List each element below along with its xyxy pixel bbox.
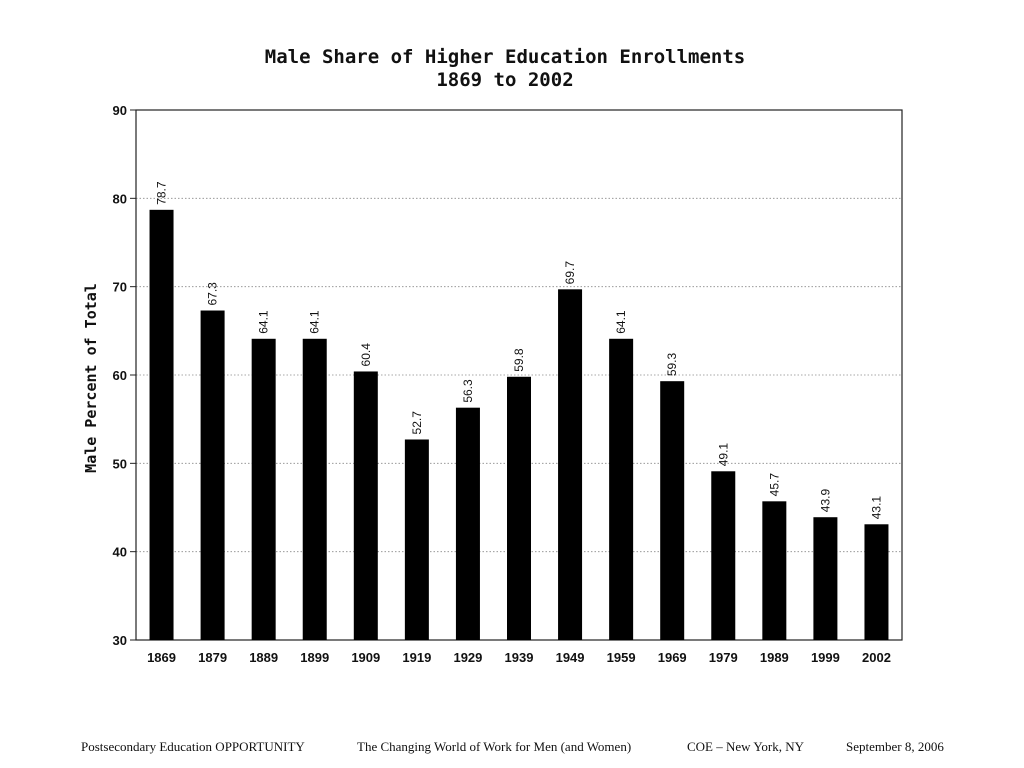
footer-location: COE – New York, NY — [687, 739, 805, 754]
x-tick-label: 1899 — [300, 650, 329, 665]
x-tick-label: 1989 — [760, 650, 789, 665]
x-tick-label: 1999 — [811, 650, 840, 665]
y-tick-label: 60 — [113, 368, 127, 383]
x-tick-label: 1969 — [658, 650, 687, 665]
y-tick-label: 50 — [113, 456, 127, 471]
y-tick-label: 30 — [113, 633, 127, 648]
data-label: 78.7 — [155, 181, 169, 205]
footer-talk-title: The Changing World of Work for Men (and … — [357, 739, 632, 754]
bar-1949 — [558, 289, 583, 640]
data-label: 43.9 — [818, 489, 832, 513]
bars: 78.7 67.3 64.1 64.1 60.4 52.7 56.3 59.8 69.7 64.1… — [149, 181, 889, 641]
data-label: 59.8 — [512, 348, 526, 372]
y-tick-label: 40 — [113, 545, 127, 560]
bar-chart: 30 40 50 60 70 80 90 78.7 67.3 64.1 64.1 60.4 52.7 5… — [82, 103, 903, 665]
y-axis-label: Male Percent of Total — [82, 283, 100, 473]
x-tick-label: 1929 — [453, 650, 482, 665]
y-tick-label: 80 — [113, 191, 127, 206]
x-axis: 1869 1879 1889 1899 1909 1919 1929 1939 1949 1959… — [147, 650, 891, 665]
y-tick-label: 70 — [113, 280, 127, 295]
footer-date: September 8, 2006 — [846, 739, 944, 754]
data-label: 49.1 — [716, 443, 730, 467]
data-label: 69.7 — [563, 261, 577, 285]
bar-1909 — [353, 371, 378, 640]
bar-1939 — [507, 376, 531, 640]
chart-subtitle: 1869 to 2002 — [436, 69, 574, 91]
bar-1969 — [660, 381, 685, 640]
bar-1879 — [200, 310, 225, 640]
data-label: 67.3 — [206, 282, 220, 306]
data-label: 59.3 — [665, 353, 679, 377]
x-tick-label: 1939 — [505, 650, 534, 665]
x-tick-label: 1909 — [351, 650, 380, 665]
x-tick-label: 1959 — [607, 650, 636, 665]
bar-1899 — [302, 338, 327, 640]
data-label: 45.7 — [767, 473, 781, 497]
bar-1979 — [711, 471, 736, 640]
bar-1999 — [813, 517, 838, 640]
x-tick-label: 1879 — [198, 650, 227, 665]
x-tick-label: 1949 — [556, 650, 585, 665]
data-label: 56.3 — [461, 379, 475, 403]
x-tick-label: 2002 — [862, 650, 891, 665]
x-tick-label: 1919 — [402, 650, 431, 665]
bar-1959 — [609, 338, 634, 640]
bar-1889 — [251, 338, 276, 640]
data-label: 64.1 — [308, 310, 322, 334]
bar-1929 — [455, 407, 480, 640]
x-tick-label: 1889 — [249, 650, 278, 665]
footer: Postsecondary Education OPPORTUNITY The … — [0, 739, 1024, 759]
bar-1919 — [404, 439, 429, 640]
chart-title: Male Share of Higher Education Enrollmen… — [264, 46, 746, 68]
data-label: 64.1 — [614, 310, 628, 334]
data-label: 60.4 — [359, 343, 373, 367]
bar-1989 — [762, 501, 787, 640]
y-axis: 30 40 50 60 70 80 90 — [113, 103, 136, 648]
footer-publication: Postsecondary Education OPPORTUNITY — [81, 739, 305, 754]
data-label: 64.1 — [257, 310, 271, 334]
y-tick-label: 90 — [113, 103, 127, 118]
bar-1869 — [149, 209, 174, 641]
bar-2002 — [864, 524, 889, 640]
data-label: 52.7 — [410, 411, 424, 435]
data-label: 43.1 — [869, 496, 883, 520]
x-tick-label: 1979 — [709, 650, 738, 665]
x-tick-label: 1869 — [147, 650, 176, 665]
